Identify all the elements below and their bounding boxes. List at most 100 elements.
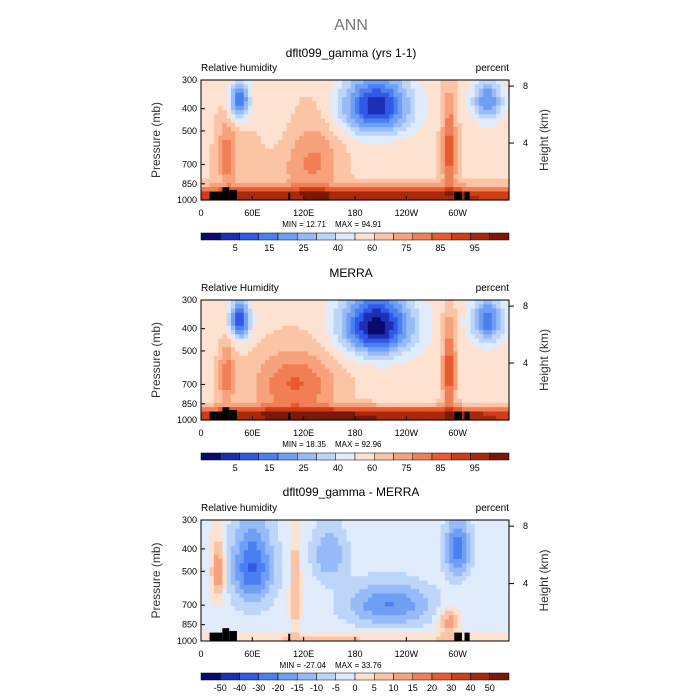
field-cell (363, 415, 369, 421)
field-cell (496, 342, 502, 348)
field-cell (269, 97, 275, 103)
colorbar-swatch (316, 452, 336, 461)
field-cell (367, 114, 373, 120)
field-cell (449, 317, 454, 323)
field-cell (329, 110, 335, 115)
field-cell (325, 92, 330, 98)
field-cell (380, 321, 386, 327)
field-cell (316, 101, 322, 107)
field-cell (201, 541, 206, 547)
field-cell (278, 619, 283, 625)
field-cell (457, 312, 463, 318)
field-cell (278, 377, 283, 383)
field-cell (393, 152, 399, 158)
field-cell (372, 385, 377, 391)
field-cell (466, 334, 472, 340)
field-cell (355, 364, 360, 370)
field-cell (414, 398, 420, 404)
field-cell (359, 304, 365, 310)
field-cell (260, 576, 266, 582)
field-cell (252, 351, 258, 357)
field-cell (449, 118, 454, 124)
field-cell (487, 304, 493, 310)
field-cell (209, 178, 215, 184)
field-cell (466, 80, 472, 85)
field-cell (479, 398, 484, 404)
field-cell (325, 411, 330, 417)
field-cell (218, 317, 223, 323)
field-cell (320, 636, 326, 642)
field-cell (290, 355, 296, 361)
field-cell (226, 330, 232, 335)
field-cell (397, 330, 403, 335)
field-cell (226, 342, 232, 348)
colorbar-tick-label: 15 (264, 463, 274, 473)
field-cell (243, 114, 249, 120)
field-cell (479, 390, 484, 395)
field-cell (355, 334, 360, 340)
field-cell (419, 321, 425, 327)
field-cell (427, 131, 433, 137)
field-cell (307, 628, 313, 633)
field-cell (222, 127, 228, 133)
field-cell (243, 101, 249, 107)
field-cell (337, 187, 343, 193)
field-cell (487, 364, 493, 370)
field-cell (444, 338, 450, 344)
field-cell (226, 528, 232, 534)
y-axis-right: 84 Height (km) (509, 301, 551, 391)
x-tick-label: 0 (198, 428, 203, 438)
field-cell (470, 110, 476, 115)
field-cell (350, 300, 356, 305)
field-cell (260, 152, 266, 158)
field-cell (419, 308, 425, 314)
field-cell (213, 182, 219, 188)
field-cell (307, 364, 313, 370)
field-cell (384, 131, 390, 137)
field-cell (248, 402, 253, 408)
field-cell (226, 623, 232, 629)
field-cell (295, 520, 300, 525)
field-cell (440, 127, 446, 133)
field-cell (436, 364, 442, 370)
field-cell (500, 140, 506, 145)
field-cell (303, 636, 309, 642)
field-cell (470, 415, 476, 421)
field-cell (312, 105, 318, 111)
field-cell (342, 165, 348, 171)
field-cell (278, 610, 283, 616)
field-cell (307, 615, 313, 620)
field-cell (252, 355, 258, 361)
field-cell (282, 606, 288, 612)
field-cell (320, 415, 326, 421)
field-cell (363, 372, 369, 378)
field-cell (260, 545, 266, 551)
field-cell (329, 347, 335, 353)
field-cell (367, 415, 373, 421)
field-cell (474, 97, 480, 103)
field-cell (269, 325, 275, 331)
field-cell (363, 97, 369, 103)
field-cell (449, 178, 454, 184)
field-cell (282, 550, 288, 556)
field-cell (248, 105, 253, 111)
field-cell (218, 122, 223, 128)
field-cell (402, 191, 407, 197)
field-cell (230, 589, 236, 595)
field-cell (320, 550, 326, 556)
field-cell (367, 394, 373, 400)
field-cell (265, 567, 271, 573)
field-cell (367, 390, 373, 395)
field-cell (427, 355, 433, 361)
field-cell (209, 170, 215, 175)
field-cell (384, 308, 390, 314)
field-cell (260, 628, 266, 633)
field-cell (209, 342, 215, 348)
field-cell (290, 195, 296, 201)
field-cell (230, 118, 236, 124)
field-cell (265, 105, 271, 111)
field-cell (243, 377, 249, 383)
field-cell (248, 593, 253, 599)
field-cell (282, 520, 288, 525)
field-cell (414, 187, 420, 193)
